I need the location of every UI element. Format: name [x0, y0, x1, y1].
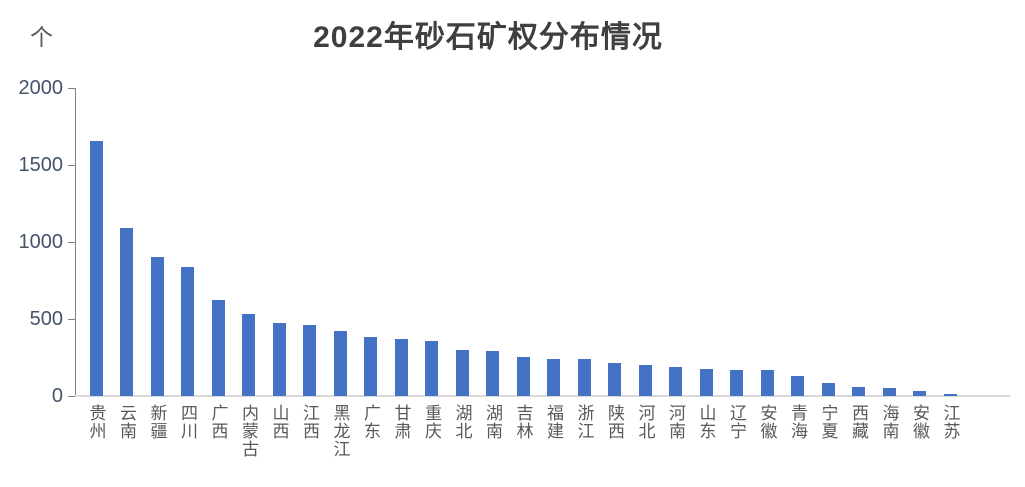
- bar: [669, 367, 682, 396]
- x-axis-label: 河北: [635, 404, 655, 440]
- bar: [516, 357, 530, 396]
- bar: [120, 228, 133, 396]
- y-axis-tick: [68, 318, 75, 320]
- bar: [272, 322, 286, 396]
- x-axis-label: 安徽: [910, 404, 929, 440]
- bar: [791, 376, 804, 396]
- x-axis-label: 福建: [544, 404, 563, 440]
- bar: [486, 351, 499, 396]
- x-axis-label: 山西: [269, 404, 289, 440]
- x-axis-label: 辽宁: [727, 404, 746, 440]
- x-axis-label: 江西: [300, 404, 319, 440]
- y-axis-tick-label: 1000: [18, 231, 64, 253]
- bar: [364, 337, 377, 396]
- x-axis-label: 四川: [178, 404, 197, 440]
- bar: [211, 299, 225, 396]
- x-axis-label: 江苏: [940, 404, 960, 440]
- x-axis-label: 陕西: [605, 404, 624, 440]
- x-axis-line: [75, 395, 1010, 397]
- bar: [150, 256, 164, 396]
- y-axis-line: [75, 88, 76, 396]
- bar: [821, 382, 835, 396]
- bar: [852, 386, 865, 396]
- x-axis-label: 浙江: [574, 404, 594, 440]
- x-axis-label: 广东: [361, 404, 380, 440]
- x-axis-label: 湖北: [452, 404, 472, 440]
- x-axis-label: 宁夏: [818, 404, 838, 440]
- bar: [455, 349, 469, 396]
- bar: [303, 325, 316, 396]
- y-axis-tick-label: 0: [51, 385, 63, 407]
- bar: [394, 339, 408, 396]
- bar: [333, 331, 347, 396]
- x-axis-label: 新疆: [147, 404, 167, 440]
- x-axis-label: 西藏: [849, 404, 868, 440]
- bar: [913, 390, 926, 396]
- y-axis-tick: [68, 395, 75, 397]
- y-axis-tick-label: 500: [29, 308, 63, 330]
- bar: [547, 359, 560, 396]
- bar: [608, 363, 621, 396]
- y-axis-tick: [68, 164, 75, 166]
- x-axis-label: 重庆: [422, 404, 441, 440]
- x-axis-label: 内蒙古: [239, 404, 258, 458]
- chart-title: 2022年砂石矿权分布情况: [313, 21, 663, 54]
- x-axis-label: 河南: [666, 404, 685, 440]
- x-axis-label: 海南: [879, 404, 899, 440]
- bar: [242, 314, 255, 396]
- x-axis-label: 云南: [117, 404, 136, 440]
- x-axis-label: 山东: [696, 404, 716, 440]
- x-axis-label: 吉林: [513, 404, 533, 440]
- bar: [730, 369, 743, 396]
- y-axis-tick: [68, 87, 75, 89]
- bar: [699, 369, 713, 396]
- x-axis-label: 黑龙江: [330, 404, 350, 458]
- bar: [577, 359, 591, 396]
- x-axis-label: 湖南: [483, 404, 502, 440]
- y-axis-unit-label: 个: [30, 24, 53, 50]
- bar: [943, 393, 957, 396]
- y-axis-tick-label: 2000: [18, 77, 64, 99]
- y-axis-tick-label: 1500: [18, 154, 64, 176]
- bar: [638, 364, 652, 396]
- x-axis-label: 甘肃: [391, 404, 411, 440]
- x-axis-label: 青海: [788, 404, 807, 440]
- bar: [181, 266, 194, 396]
- bar: [89, 141, 103, 396]
- x-axis-label: 广西: [208, 404, 228, 440]
- bar: [882, 387, 896, 396]
- x-axis-label: 贵州: [86, 404, 106, 440]
- bar: [760, 370, 774, 396]
- x-axis-label: 安徽: [757, 404, 777, 440]
- y-axis-tick: [68, 241, 75, 243]
- bar: [425, 340, 438, 396]
